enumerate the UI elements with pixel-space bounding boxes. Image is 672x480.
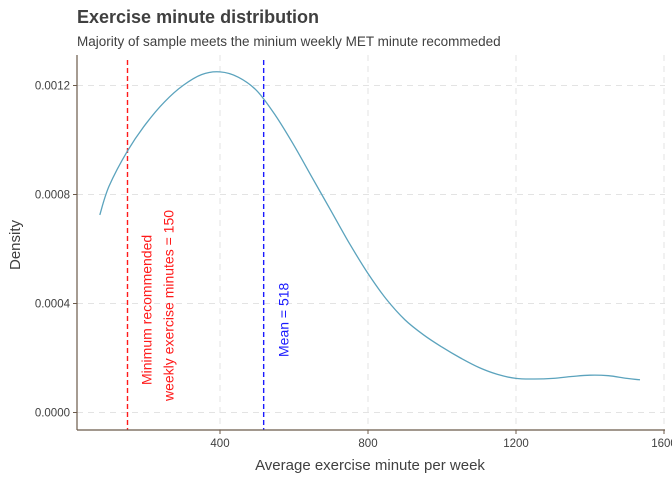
chart-title: Exercise minute distribution	[77, 7, 319, 27]
reference-lines	[126, 60, 265, 430]
reference-annotation-line: Mean = 518	[276, 282, 292, 357]
x-tick-label: 400	[210, 438, 229, 450]
y-tick-label: 0.0012	[35, 81, 70, 93]
x-axis-title: Average exercise minute per week	[255, 457, 485, 474]
x-tick-label: 1200	[503, 438, 529, 450]
reference-annotation-line: Minimum recommended	[139, 235, 155, 385]
y-tick-label: 0.0000	[35, 408, 70, 420]
chart-subtitle: Majority of sample meets the minium week…	[77, 34, 501, 49]
x-tick-label: 800	[358, 438, 377, 450]
axes	[73, 55, 665, 434]
density-curve	[99, 71, 641, 381]
reference-annotations: Minimum recommended weekly exercise minut…	[139, 210, 292, 402]
series-lines	[99, 71, 641, 381]
grid	[77, 55, 665, 430]
reference-annotation-line: weekly exercise minutes = 150	[161, 210, 177, 402]
y-tick-label: 0.0004	[35, 299, 71, 311]
y-axis-title: Density	[7, 219, 24, 270]
y-tick-label: 0.0008	[35, 190, 70, 202]
